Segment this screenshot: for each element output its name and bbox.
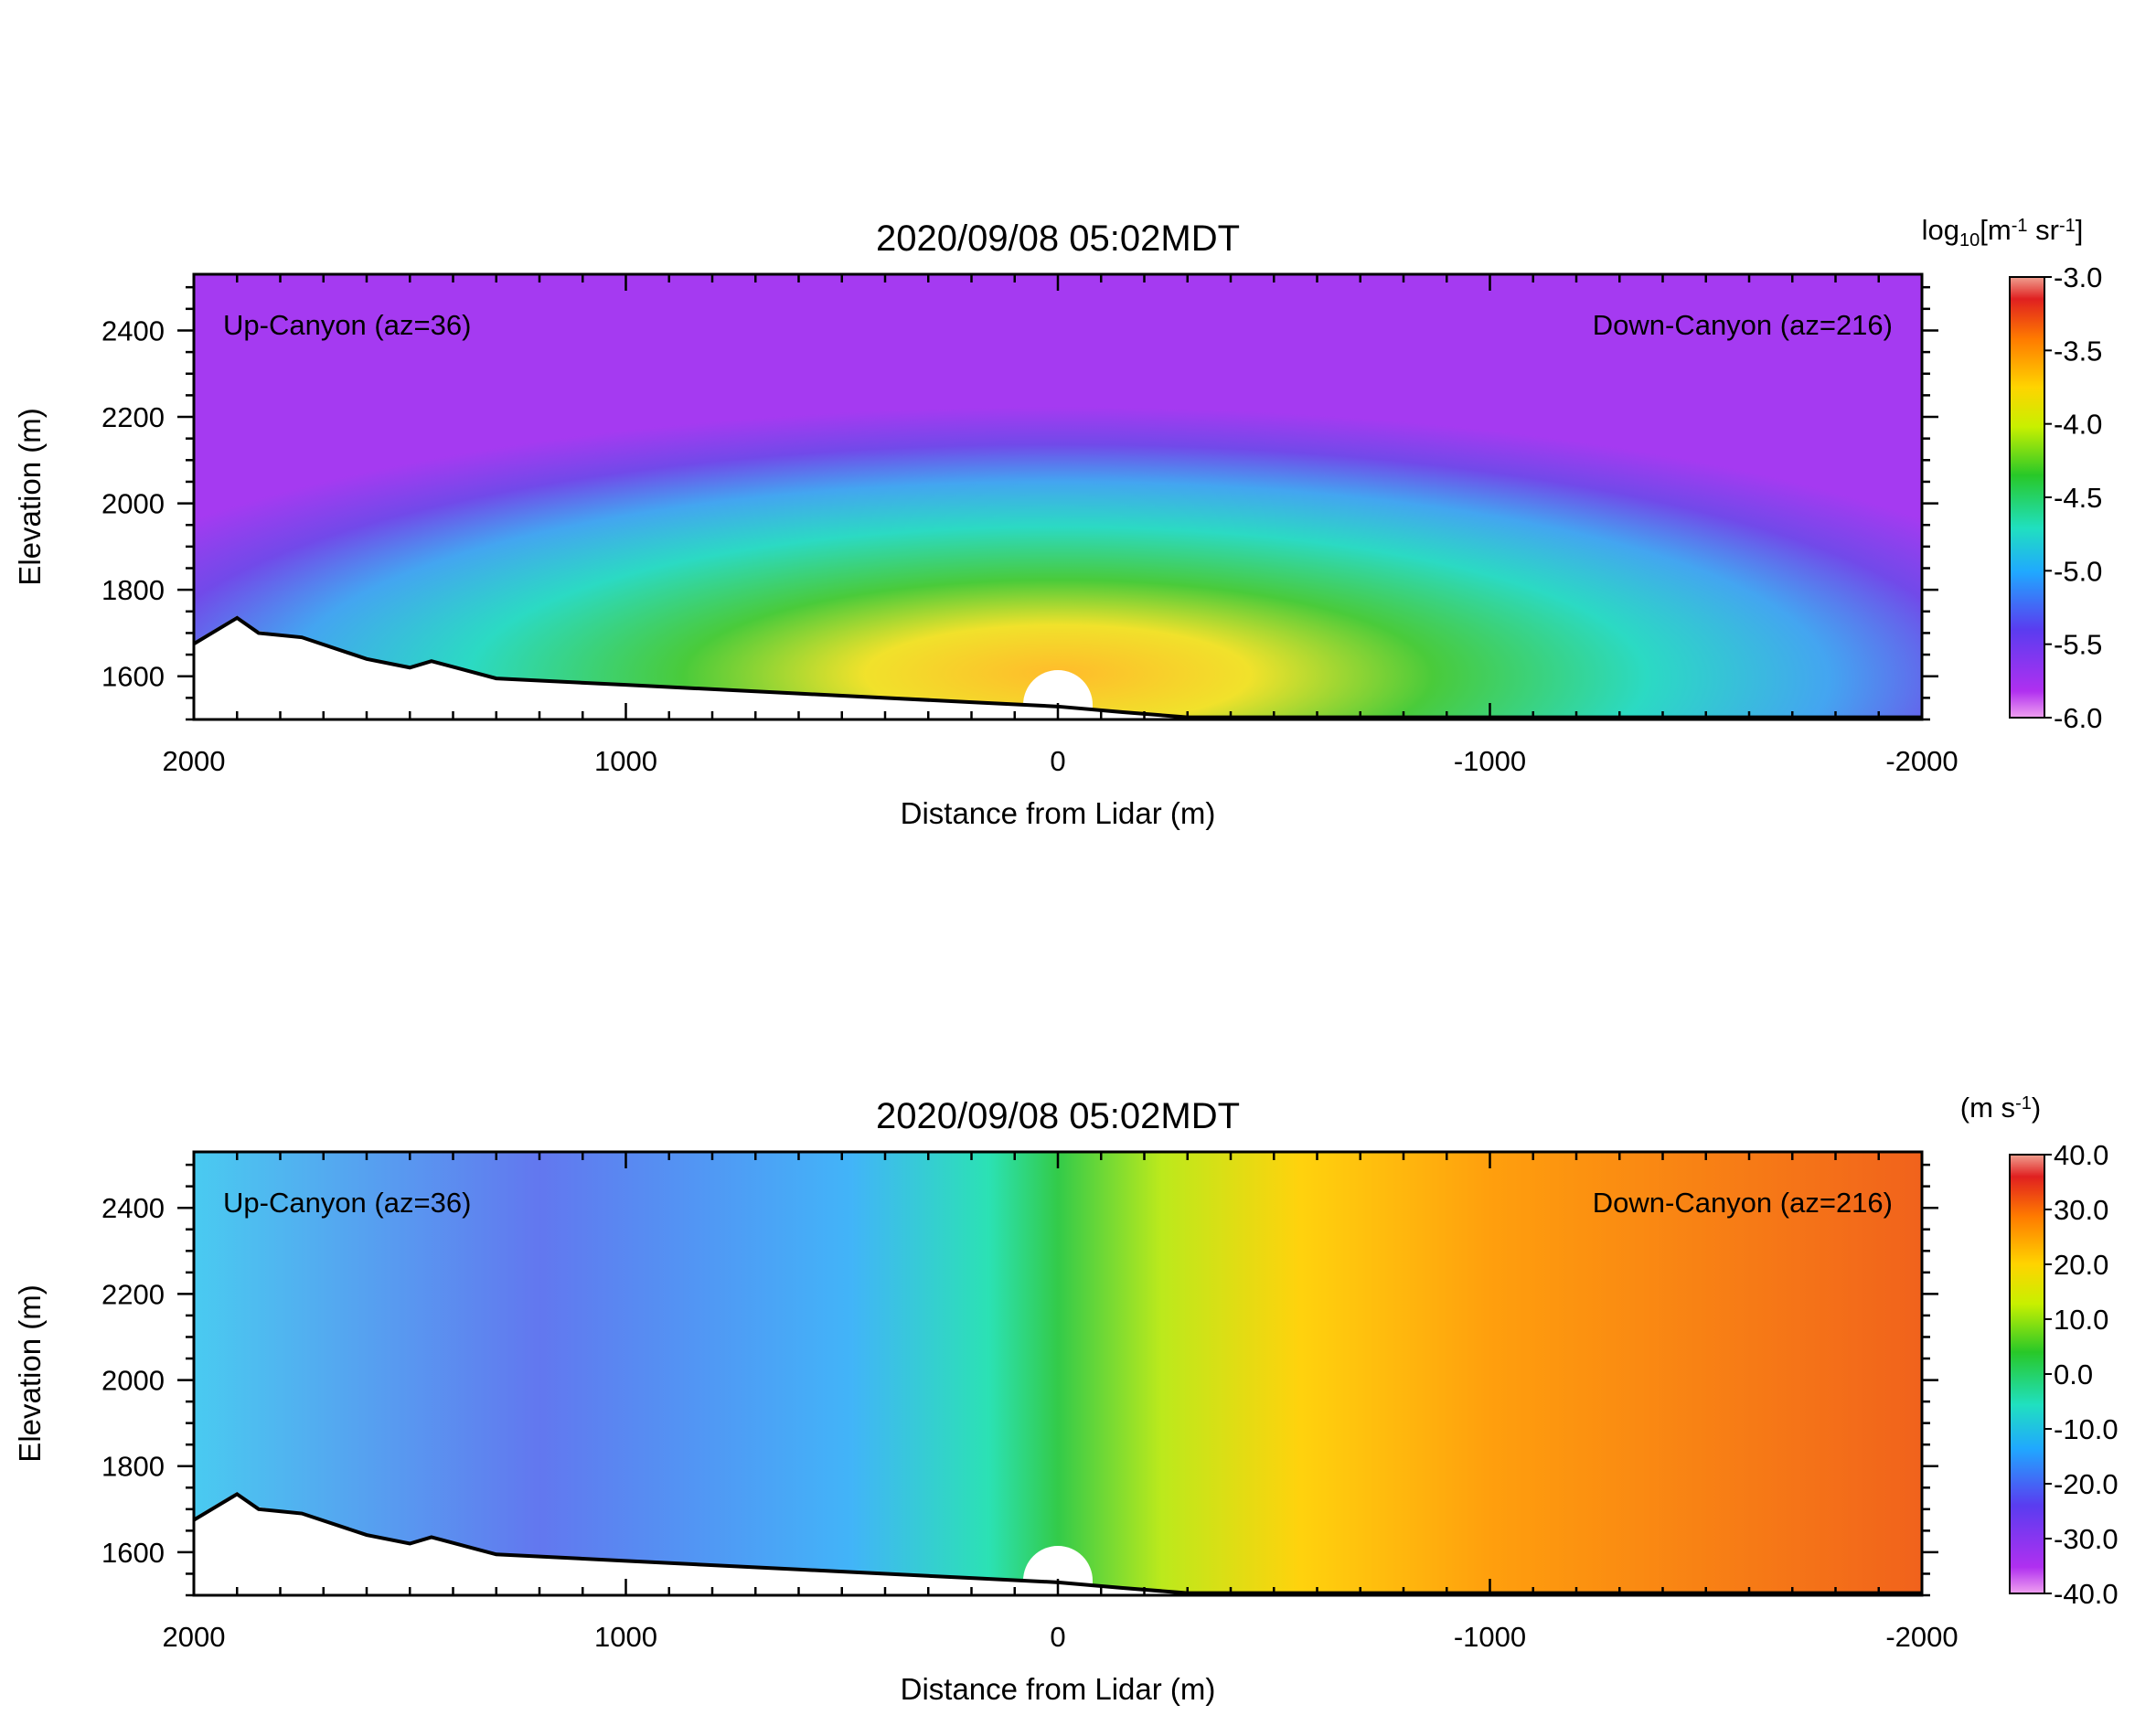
x-tick-label: -1000 [1454, 1621, 1526, 1653]
colorbar [2009, 1154, 2045, 1594]
x-tick-label: 0 [1050, 1621, 1065, 1653]
colorbar-unit-label: (m s-1) [1960, 1092, 2041, 1124]
x-tick-label: -1000 [1454, 745, 1526, 777]
lidar-blind-zone [1023, 670, 1093, 705]
x-axis-label: Distance from Lidar (m) [901, 796, 1216, 830]
y-tick-label: 1600 [101, 661, 165, 693]
x-tick-label: 2000 [163, 745, 226, 777]
chart-title: 2020/09/08 05:02MDT [876, 218, 1240, 259]
colorbar-tick-label: -4.5 [2054, 482, 2102, 514]
colorbar-tick-label: 20.0 [2054, 1249, 2108, 1281]
x-tick-label: 0 [1050, 745, 1065, 777]
y-tick-label: 2000 [101, 488, 165, 520]
chart-panel-2: 2000 1000 0 -1000 -2000 1600 1800 2000 2200 2400 2… [13, 1092, 2119, 1706]
colorbar-tick-label: -4.0 [2054, 409, 2102, 441]
y-axis-label: Elevation (m) [13, 408, 47, 585]
x-tick-label: -2000 [1885, 745, 1958, 777]
colorbar-tick-label: -5.0 [2054, 555, 2102, 587]
y-tick-label: 1600 [101, 1537, 165, 1569]
colorbar-tick-label: -40.0 [2054, 1578, 2119, 1610]
colorbar-tick-label: 40.0 [2054, 1139, 2108, 1171]
x-tick-label: -2000 [1885, 1621, 1958, 1653]
annotation-down-canyon: Down-Canyon (az=216) [1593, 1187, 1893, 1219]
colorbar-tick-label: -3.5 [2054, 335, 2102, 367]
x-tick-label: 1000 [594, 745, 657, 777]
colorbar-tick-label: -20.0 [2054, 1468, 2119, 1500]
y-tick-label: 2400 [101, 314, 165, 346]
y-tick-label: 2000 [101, 1365, 165, 1397]
x-axis-label: Distance from Lidar (m) [901, 1672, 1216, 1706]
y-tick-label: 2200 [101, 1278, 165, 1310]
colorbar-unit-label: log10[m-1 sr-1] [1922, 214, 2084, 250]
annotation-down-canyon: Down-Canyon (az=216) [1593, 309, 1893, 341]
chart-title: 2020/09/08 05:02MDT [876, 1096, 1240, 1136]
terrain-line [192, 1491, 1922, 1595]
colorbar [2009, 276, 2045, 719]
colorbar-tick-label: -10.0 [2054, 1413, 2119, 1445]
x-tick-label: 1000 [594, 1621, 657, 1653]
annotation-up-canyon: Up-Canyon (az=36) [223, 309, 471, 341]
x-tick-label: 2000 [163, 1621, 226, 1653]
annotation-up-canyon: Up-Canyon (az=36) [223, 1187, 471, 1219]
colorbar-tick-label: 30.0 [2054, 1194, 2108, 1226]
chart-panel-1: 2000 1000 0 -1000 -2000 1600 1800 2000 2200 2400 2… [13, 214, 2102, 830]
y-tick-label: 1800 [101, 1451, 165, 1483]
y-tick-label: 1800 [101, 574, 165, 606]
y-axis-label: Elevation (m) [13, 1284, 47, 1462]
colorbar-tick-label: -3.0 [2054, 261, 2102, 293]
colorbar-tick-label: 0.0 [2054, 1358, 2093, 1390]
data-field [194, 274, 1922, 718]
colorbar-tick-label: 10.0 [2054, 1304, 2108, 1336]
terrain-line [192, 615, 1922, 719]
colorbar-tick-label: -5.5 [2054, 629, 2102, 661]
colorbar-tick-label: -6.0 [2054, 702, 2102, 734]
data-field [194, 1152, 1922, 1593]
y-tick-label: 2200 [101, 401, 165, 433]
lidar-blind-zone [1023, 1546, 1093, 1581]
y-tick-label: 2400 [101, 1192, 165, 1224]
colorbar-tick-label: -30.0 [2054, 1523, 2119, 1555]
